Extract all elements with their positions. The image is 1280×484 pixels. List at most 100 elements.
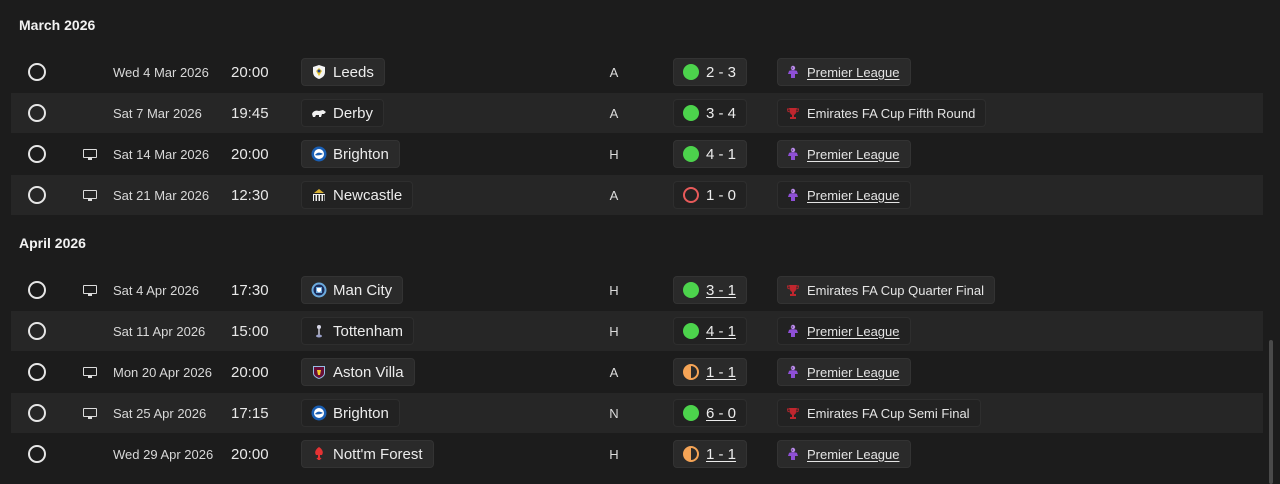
fixture-row[interactable]: Wed 4 Mar 2026 20:00 Leeds A 2 - 3 Premi… [11, 52, 1263, 92]
competition-link[interactable]: Emirates FA Cup Quarter Final [777, 276, 996, 304]
competition-link[interactable]: Emirates FA Cup Fifth Round [777, 99, 987, 127]
opponent-link[interactable]: Leeds [301, 58, 385, 86]
tv-icon [83, 189, 97, 201]
select-radio[interactable] [28, 404, 46, 422]
opponent-link[interactable]: Tottenham [301, 317, 415, 345]
premier-league-icon [787, 324, 799, 338]
result-link[interactable]: 3 - 4 [673, 99, 748, 127]
aston-villa-crest-icon [311, 364, 327, 380]
score: 3 - 4 [706, 104, 737, 122]
competition-cell: Premier League [777, 311, 911, 351]
result-cell: 3 - 1 [673, 270, 748, 310]
fixture-row[interactable]: Sat 21 Mar 2026 12:30 Newcastle A 1 - 0 … [11, 175, 1263, 215]
fixture-row[interactable]: Sat 25 Apr 2026 17:15 Brighton N 6 - 0 E… [11, 393, 1263, 433]
derby-crest-icon [311, 105, 327, 121]
venue: A [609, 105, 619, 121]
score[interactable]: 3 - 1 [706, 281, 737, 299]
venue: A [609, 187, 619, 203]
result-link[interactable]: 1 - 1 [673, 358, 748, 386]
competition-link[interactable]: Premier League [777, 181, 911, 209]
score[interactable]: 6 - 0 [706, 404, 737, 422]
result-link[interactable]: 3 - 1 [673, 276, 748, 304]
result-link[interactable]: 1 - 0 [673, 181, 748, 209]
score[interactable]: 1 - 1 [706, 445, 737, 463]
competition-name[interactable]: Premier League [807, 323, 900, 339]
select-radio[interactable] [28, 104, 46, 122]
competition-name[interactable]: Premier League [807, 364, 900, 380]
opponent-link[interactable]: Man City [301, 276, 404, 304]
select-radio[interactable] [28, 145, 46, 163]
fixture-row[interactable]: Sat 4 Apr 2026 17:30 Man City H 3 - 1 Em… [11, 270, 1263, 310]
select-cell [27, 393, 47, 433]
result-link[interactable]: 1 - 1 [673, 440, 748, 468]
select-radio[interactable] [28, 63, 46, 81]
brighton-crest-icon [311, 405, 327, 421]
opponent-cell: Derby [301, 93, 385, 133]
score[interactable]: 1 - 1 [706, 363, 737, 381]
fixture-date: Wed 29 Apr 2026 [113, 446, 214, 462]
tv-cell [81, 93, 99, 133]
win-indicator-icon [683, 105, 699, 121]
score: 1 - 0 [706, 186, 737, 204]
competition-name[interactable]: Premier League [807, 146, 900, 162]
opponent-name: Brighton [333, 404, 389, 422]
opponent-link[interactable]: Newcastle [301, 181, 414, 209]
premier-league-icon [787, 65, 799, 79]
competition-link[interactable]: Premier League [777, 140, 911, 168]
tv-cell [81, 352, 99, 392]
tv-cell [81, 134, 99, 174]
fixture-row[interactable]: Sat 7 Mar 2026 19:45 Derby A 3 - 4 Emira… [11, 93, 1263, 133]
competition-name[interactable]: Premier League [807, 64, 900, 80]
competition-link[interactable]: Emirates FA Cup Semi Final [777, 399, 981, 427]
tv-cell [81, 52, 99, 92]
win-indicator-icon [683, 64, 699, 80]
select-cell [27, 352, 47, 392]
fixture-row[interactable]: Mon 20 Apr 2026 20:00 Aston Villa A 1 - … [11, 352, 1263, 392]
opponent-link[interactable]: Derby [301, 99, 385, 127]
competition-name[interactable]: Premier League [807, 446, 900, 462]
premier-league-icon [787, 365, 799, 379]
result-cell: 1 - 1 [673, 352, 748, 392]
win-indicator-icon [683, 405, 699, 421]
opponent-link[interactable]: Aston Villa [301, 358, 415, 386]
premier-league-icon [787, 147, 799, 161]
fixture-row[interactable]: Sat 11 Apr 2026 15:00 Tottenham H 4 - 1 … [11, 311, 1263, 351]
fixture-time: 20:00 [231, 145, 269, 163]
fixture-time: 15:00 [231, 322, 269, 340]
opponent-link[interactable]: Nott'm Forest [301, 440, 434, 468]
competition-cell: Emirates FA Cup Fifth Round [777, 93, 987, 133]
opponent-name: Tottenham [333, 322, 404, 340]
fixture-time: 17:15 [231, 404, 269, 422]
select-radio[interactable] [28, 445, 46, 463]
venue: H [609, 146, 619, 162]
result-link[interactable]: 6 - 0 [673, 399, 748, 427]
select-radio[interactable] [28, 322, 46, 340]
opponent-link[interactable]: Brighton [301, 399, 400, 427]
fixture-row[interactable]: Sat 14 Mar 2026 20:00 Brighton H 4 - 1 P… [11, 134, 1263, 174]
competition-name: Emirates FA Cup Quarter Final [807, 282, 985, 298]
competition-cell: Premier League [777, 134, 911, 174]
scrollbar[interactable] [1269, 340, 1273, 484]
competition-link[interactable]: Premier League [777, 317, 911, 345]
opponent-link[interactable]: Brighton [301, 140, 400, 168]
select-radio[interactable] [28, 186, 46, 204]
competition-name[interactable]: Premier League [807, 187, 900, 203]
tottenham-crest-icon [311, 323, 327, 339]
score[interactable]: 4 - 1 [706, 322, 737, 340]
premier-league-icon [787, 447, 799, 461]
competition-link[interactable]: Premier League [777, 58, 911, 86]
venue: H [609, 323, 619, 339]
select-radio[interactable] [28, 363, 46, 381]
fa-cup-icon [786, 106, 800, 120]
result-link[interactable]: 4 - 1 [673, 317, 748, 345]
competition-link[interactable]: Premier League [777, 440, 911, 468]
competition-link[interactable]: Premier League [777, 358, 911, 386]
result-link[interactable]: 4 - 1 [673, 140, 748, 168]
select-radio[interactable] [28, 281, 46, 299]
result-cell: 6 - 0 [673, 393, 748, 433]
select-cell [27, 52, 47, 92]
opponent-name: Brighton [333, 145, 389, 163]
result-link[interactable]: 2 - 3 [673, 58, 748, 86]
fixture-row[interactable]: Wed 29 Apr 2026 20:00 Nott'm Forest H 1 … [11, 434, 1263, 474]
month-header: March 2026 [19, 17, 96, 33]
